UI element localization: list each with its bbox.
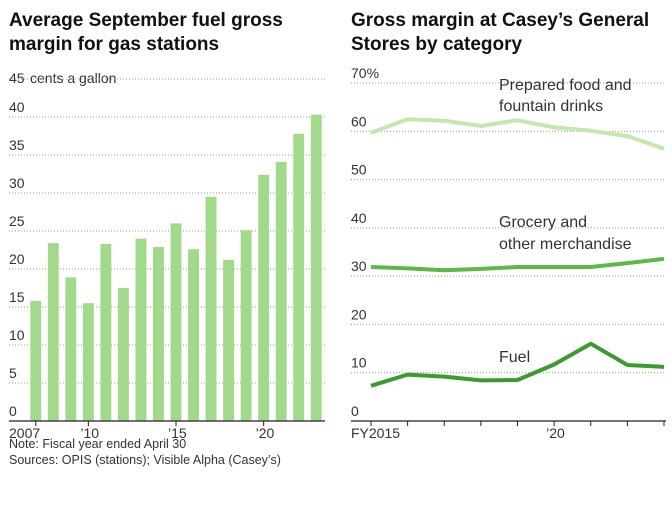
bar-2019 (240, 230, 252, 421)
left-y-tick-label: 25 (9, 213, 25, 229)
right-chart-y-ticks: 0 10 20 30 40 50 60 70% (351, 65, 379, 419)
left-y-tick-label: 40 (9, 99, 25, 115)
series-label-grocery-line-2: other merchandise (499, 236, 632, 253)
right-y-tick-label: 0 (351, 403, 359, 419)
right-y-tick-label: 10 (351, 355, 367, 371)
left-y-tick-label: 20 (9, 251, 25, 267)
series-line-0 (370, 117, 665, 151)
bar-2014 (153, 246, 164, 421)
left-chart-y-ticks: 0 5 10 15 20 25 30 35 40 45 (9, 70, 25, 419)
bar-2022 (293, 133, 305, 421)
left-chart-title-line-1: Average September fuel gross (9, 10, 283, 31)
series-line-1 (370, 256, 665, 273)
bar-2013 (135, 238, 147, 421)
left-y-tick-label: 0 (9, 403, 17, 419)
bar-2010 (82, 303, 94, 421)
bar-2018 (223, 259, 235, 421)
left-chart-y-unit: cents a gallon (30, 70, 116, 86)
bar-2023 (310, 114, 322, 421)
left-chart-title-line-2: margin for gas stations (9, 34, 219, 55)
series-label-fuel: Fuel (499, 349, 530, 366)
left-y-tick-label: 35 (9, 137, 25, 153)
bar-2009 (65, 277, 77, 421)
right-y-tick-label: 30 (351, 258, 367, 274)
right-chart: Gross margin at Casey’s General Stores b… (351, 10, 666, 441)
right-chart-x-ticks: FY2015 ’20 (351, 421, 665, 441)
left-x-tick-label: 2007 (9, 425, 40, 441)
bar-2017 (205, 196, 217, 421)
left-y-tick-label: 10 (9, 327, 25, 343)
bar-2012 (117, 288, 129, 421)
left-x-tick-label: ’10 (80, 425, 99, 441)
right-chart-title-line-2: Stores by category (351, 34, 522, 55)
left-y-tick-label: 5 (9, 365, 17, 381)
right-y-tick-label: 50 (351, 162, 367, 178)
bar-2011 (100, 243, 112, 421)
series-label-grocery-line-1: Grocery and (499, 214, 587, 231)
right-chart-title-line-1: Gross margin at Casey’s General (351, 10, 649, 31)
left-x-tick-label: ’20 (256, 425, 275, 441)
right-chart-series (370, 117, 665, 388)
left-y-tick-label: 45 (9, 70, 25, 86)
right-x-tick-label: ’20 (546, 425, 565, 441)
series-line-2 (370, 341, 665, 388)
bar-2020 (258, 174, 270, 421)
right-y-tick-label: 40 (351, 210, 367, 226)
right-y-tick-label: 60 (351, 113, 367, 129)
bar-2016 (188, 249, 199, 421)
left-y-tick-label: 30 (9, 175, 25, 191)
bar-2008 (47, 243, 59, 421)
footer-note: Note: Fiscal year ended April 30 (9, 437, 187, 451)
left-chart-bars (30, 114, 322, 421)
bar-2021 (275, 161, 287, 421)
left-chart: Average September fuel gross margin for … (9, 10, 325, 441)
left-chart-x-ticks: 2007 ’10 ’15 ’20 (9, 421, 275, 441)
bar-2007 (30, 300, 42, 421)
series-label-prepared-food-line-1: Prepared food and (499, 77, 632, 94)
right-y-tick-label: 20 (351, 306, 367, 322)
right-x-tick-label: FY2015 (351, 425, 400, 441)
left-y-tick-label: 15 (9, 289, 25, 305)
right-y-tick-label: 70% (351, 65, 379, 81)
footer-sources: Sources: OPIS (stations); Visible Alpha … (9, 453, 281, 467)
series-label-prepared-food-line-2: fountain drinks (499, 98, 603, 115)
left-x-tick-label: ’15 (168, 425, 187, 441)
bar-2015 (170, 223, 182, 421)
